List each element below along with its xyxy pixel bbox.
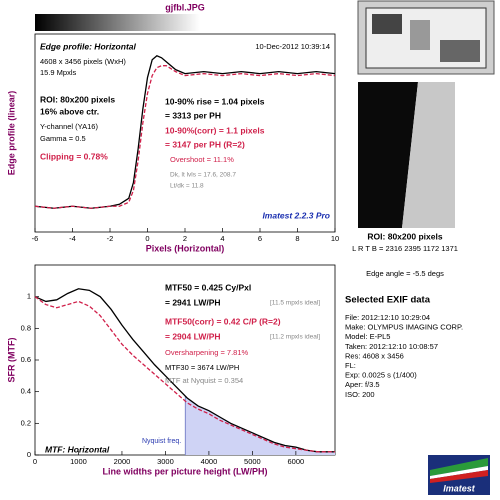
- logo-stripe: [430, 458, 488, 476]
- series-line: [34, 65, 336, 209]
- series-line: [34, 288, 335, 453]
- logo-text: Imatest: [443, 483, 476, 493]
- levels: Dk, lt lvls = 17.6, 208.7: [170, 172, 236, 179]
- info: 15.9 Mpxls: [40, 68, 77, 77]
- y-tick-label: 0.6: [21, 355, 31, 364]
- mtf50-corr-lwph: = 2904 LW/PH: [165, 331, 221, 341]
- nyquist-label: Nyquist freq.: [142, 438, 181, 445]
- rise-ph: = 3313 per PH: [165, 110, 221, 120]
- timestamp: 10-Dec-2012 10:39:14: [255, 42, 330, 51]
- info: Gamma = 0.5: [40, 134, 86, 143]
- oversharpening: Oversharpening = 7.81%: [165, 348, 249, 357]
- ideal: [11.5 mpxls ideal]: [270, 300, 320, 307]
- nyquist-area: [185, 396, 335, 455]
- x-tick-label: 6000: [288, 457, 305, 466]
- x-tick-label: 0: [33, 457, 37, 466]
- x-tick-label: 4000: [201, 457, 218, 466]
- y-tick-label: 0: [27, 450, 31, 459]
- exif-row: File: 2012:12:10 10:29:04: [345, 313, 430, 322]
- x-tick-label: 4: [220, 234, 224, 243]
- x-tick-label: 0: [145, 234, 149, 243]
- mtf50: MTF50 = 0.425 Cy/Pxl: [165, 282, 251, 292]
- exif-row: Model: E-PL5: [345, 332, 390, 341]
- y-axis-label: Edge profile (linear): [6, 91, 16, 176]
- x-tick-label: 3000: [157, 457, 174, 466]
- mtf-title: MTF: Horizontal: [45, 444, 110, 454]
- x-tick-label: 5000: [244, 457, 261, 466]
- file-title: gjfbl.JPG: [165, 2, 205, 12]
- roi-coords: L R T B = 2316 2395 1172 1371: [352, 244, 458, 253]
- exif-row: ISO: 200: [345, 390, 375, 399]
- y-tick-label: 0.4: [21, 387, 31, 396]
- version: Imatest 2.2.3 Pro: [262, 210, 330, 220]
- thumbnail-block: [372, 14, 402, 34]
- overshoot: Overshoot = 11.1%: [170, 155, 234, 164]
- x-tick-label: 10: [331, 234, 339, 243]
- info: Y-channel (YA16): [40, 122, 98, 131]
- exif-row: Exp: 0.0025 s (1/400): [345, 371, 417, 380]
- exif-row: Aper: f/3.5: [345, 380, 380, 389]
- edge-angle: Edge angle = -5.5 degs: [366, 269, 444, 278]
- edge-dark: [358, 82, 418, 228]
- x-tick-label: 2: [183, 234, 187, 243]
- info: 16% above ctr.: [40, 106, 99, 116]
- x-tick-label: 8: [295, 234, 299, 243]
- ideal: [11.2 mpxls ideal]: [270, 334, 320, 341]
- mtf50-corr: MTF50(corr) = 0.42 C/P (R=2): [165, 316, 281, 326]
- x-tick-label: -6: [32, 234, 39, 243]
- x-tick-label: 6: [258, 234, 262, 243]
- exif-row: Taken: 2012:12:10 10:08:57: [345, 342, 438, 351]
- gradient-bar: [35, 14, 335, 31]
- exif-row: Make: OLYMPUS IMAGING CORP.: [345, 323, 463, 332]
- edge-title: Edge profile: Horizontal: [40, 41, 137, 51]
- x-axis-label: Pixels (Horizontal): [146, 243, 225, 253]
- info: ROI: 80x200 pixels: [40, 94, 115, 104]
- x-tick-label: 1000: [70, 457, 87, 466]
- rise-corr-ph: = 3147 per PH (R=2): [165, 139, 245, 149]
- x-tick-label: -2: [107, 234, 114, 243]
- x-axis-label: Line widths per picture height (LW/PH): [102, 466, 267, 476]
- y-axis-label: SFR (MTF): [6, 338, 16, 383]
- rise-corr: 10-90%(corr) = 1.1 pixels: [165, 125, 265, 135]
- mtf30: MTF30 = 3674 LW/PH: [165, 363, 239, 372]
- plot-area: [34, 33, 336, 233]
- exif-row: FL:: [345, 361, 356, 370]
- logo-stripe: [430, 466, 488, 479]
- info: 4608 x 3456 pixels (WxH): [40, 57, 126, 66]
- mtf50-lwph: = 2941 LW/PH: [165, 297, 221, 307]
- rise: 10-90% rise = 1.04 pixels: [165, 96, 265, 106]
- x-tick-label: 2000: [114, 457, 131, 466]
- y-tick-label: 0.8: [21, 323, 31, 332]
- mtf-nyquist: MTF at Nyquist = 0.354: [165, 376, 243, 385]
- clipping: Clipping = 0.78%: [40, 151, 108, 161]
- exif-row: Res: 4608 x 3456: [345, 351, 404, 360]
- y-tick-label: 0.2: [21, 418, 31, 427]
- exif-title: Selected EXIF data: [345, 295, 431, 306]
- levels-ratio: Lt/dk = 11.8: [170, 183, 204, 190]
- roi-label: ROI: 80x200 pixels: [367, 231, 442, 241]
- thumbnail-block: [440, 40, 480, 62]
- thumbnail-block: [410, 20, 430, 50]
- x-tick-label: -4: [69, 234, 76, 243]
- edge-light: [402, 82, 455, 228]
- y-tick-label: 1: [27, 292, 31, 301]
- logo-stripe: [430, 470, 488, 483]
